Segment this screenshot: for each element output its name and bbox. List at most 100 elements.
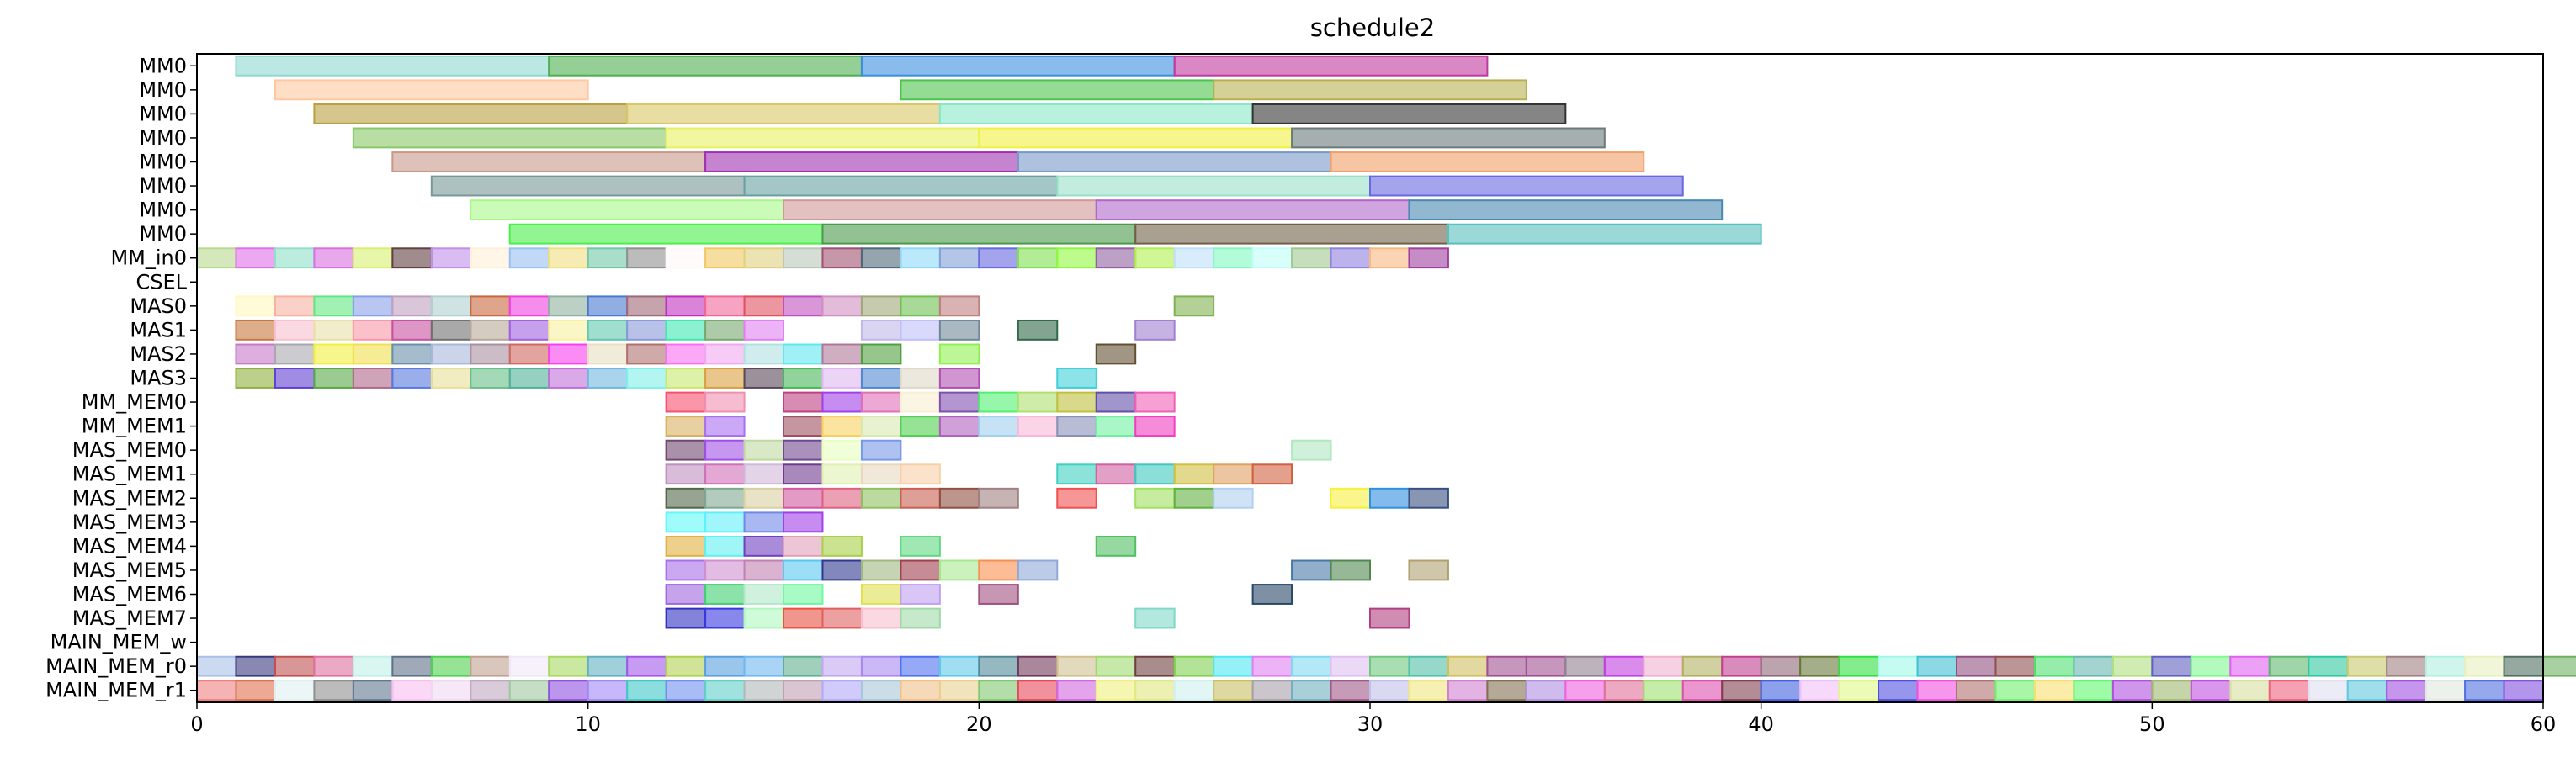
task-bar — [391, 151, 707, 172]
task-bar — [821, 247, 863, 269]
task-bar — [548, 247, 589, 269]
task-bar — [470, 680, 511, 701]
task-bar — [860, 343, 902, 365]
task-bar — [196, 247, 237, 269]
task-bar — [352, 680, 394, 701]
task-bar — [1369, 175, 1684, 197]
task-bar — [430, 295, 472, 317]
task-bar — [391, 655, 433, 677]
task-bar — [1251, 655, 1293, 677]
task-bar — [743, 175, 1059, 197]
task-bar — [1408, 199, 1724, 221]
task-bar — [1486, 655, 1527, 677]
task-bar — [2111, 680, 2154, 701]
task-bar — [1017, 247, 1059, 269]
task-bar — [860, 319, 902, 341]
task-bar — [1213, 655, 1254, 677]
task-bar — [860, 416, 902, 437]
task-bar — [1330, 247, 1371, 269]
task-bar — [2268, 680, 2310, 701]
task-bar — [821, 607, 863, 629]
task-bar — [1173, 247, 1215, 269]
task-bar — [783, 295, 824, 317]
task-bar — [587, 343, 629, 365]
task-bar — [821, 535, 863, 557]
task-bar — [1956, 655, 1997, 677]
task-bar — [704, 295, 746, 317]
task-bar — [352, 295, 394, 317]
task-bar — [900, 319, 941, 341]
y-tick-label: MM0 — [139, 126, 187, 150]
task-bar — [2425, 655, 2467, 677]
task-bar — [978, 680, 1019, 701]
task-bar — [548, 655, 589, 677]
task-bar — [665, 247, 707, 269]
task-bar — [1721, 655, 1762, 677]
task-bar — [2386, 655, 2427, 677]
task-bar — [1760, 655, 1802, 677]
task-bar — [587, 680, 629, 701]
task-bar — [1173, 680, 1215, 701]
task-bar — [704, 559, 746, 581]
task-bar — [1525, 655, 1567, 677]
y-tick-label: MAS3 — [130, 367, 187, 390]
task-bar — [274, 79, 589, 101]
task-bar — [1056, 368, 1097, 389]
task-bar — [900, 368, 941, 389]
x-tick-label: 40 — [1748, 712, 1774, 736]
x-tick-label: 50 — [2139, 712, 2165, 736]
task-bar — [2503, 655, 2545, 677]
task-bar — [274, 343, 316, 365]
task-bar — [665, 511, 707, 533]
task-bar — [2073, 655, 2114, 677]
task-bar — [2190, 680, 2232, 701]
task-bar — [548, 343, 589, 365]
task-bar — [313, 655, 354, 677]
task-bar — [470, 199, 784, 221]
task-bar — [1525, 680, 1567, 701]
task-bar — [783, 511, 824, 533]
task-bar — [900, 416, 941, 437]
task-bar — [2425, 680, 2467, 701]
task-bar — [313, 103, 629, 124]
task-bar — [508, 247, 550, 269]
task-bar — [821, 559, 863, 581]
task-bar — [430, 319, 472, 341]
task-bar — [391, 680, 433, 701]
task-bar — [2346, 655, 2388, 677]
task-bar — [1017, 559, 1059, 581]
task-bar — [2268, 655, 2310, 677]
task-bar — [1681, 655, 1724, 677]
task-bar — [1134, 655, 1176, 677]
task-bar — [665, 463, 707, 485]
task-bar — [1095, 416, 1137, 437]
task-bar — [548, 368, 589, 389]
task-bar — [821, 655, 863, 677]
task-bar — [783, 247, 824, 269]
task-bar — [235, 247, 276, 269]
task-bar — [978, 416, 1019, 437]
y-tick-label: CSEL — [135, 270, 187, 294]
task-bar — [430, 175, 746, 197]
task-bar — [900, 655, 941, 677]
task-bar — [704, 391, 746, 413]
task-bar — [938, 319, 980, 341]
task-bar — [1291, 247, 1332, 269]
task-bar — [938, 487, 980, 509]
task-bar — [1017, 151, 1332, 172]
task-bar — [1369, 655, 1410, 677]
y-tick-label: MAS_MEM5 — [72, 558, 187, 582]
task-bar — [1291, 559, 1332, 581]
x-tick-label: 0 — [190, 712, 203, 736]
task-bar — [1095, 199, 1410, 221]
task-bar — [1878, 655, 1919, 677]
y-tick-label: MAS_MEM2 — [72, 486, 187, 510]
y-tick-label: MM0 — [139, 102, 187, 125]
task-bar — [391, 295, 433, 317]
task-bar — [1408, 247, 1449, 269]
task-bar — [391, 319, 433, 341]
task-bar — [938, 559, 980, 581]
task-bar — [1369, 680, 1410, 701]
task-bar — [783, 607, 824, 629]
task-bar — [1447, 655, 1489, 677]
